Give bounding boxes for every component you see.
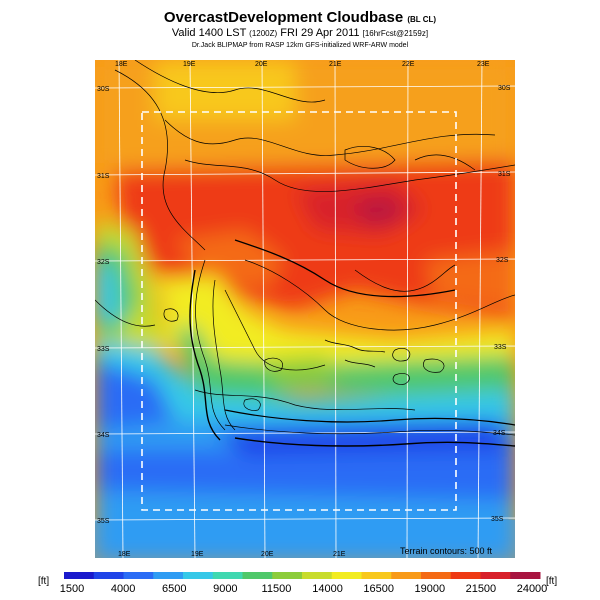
scale-swatches — [64, 572, 541, 579]
lon-label: 19E — [183, 61, 196, 68]
scale-swatch — [391, 572, 422, 579]
scale-tick-label: 14000 — [312, 583, 343, 595]
lon-labels-top: 18E 19E 20E 21E 22E 23E — [115, 61, 490, 68]
lon-label: 23E — [477, 61, 490, 68]
lat-label: 33S — [494, 344, 507, 351]
lon-label: 18E — [115, 61, 128, 68]
lon-label: 21E — [329, 61, 342, 68]
lat-label: 30S — [97, 86, 110, 93]
lat-label: 32S — [496, 257, 509, 264]
lat-label: 35S — [97, 518, 110, 525]
terrain-contour-note: Terrain contours: 500 ft — [400, 546, 493, 556]
scale-swatch — [331, 572, 362, 579]
scale-tick-label: 19000 — [414, 583, 445, 595]
scale-swatch — [64, 572, 95, 579]
scale-tick-label: 11500 — [262, 583, 292, 595]
lat-label: 31S — [97, 173, 110, 180]
scale-tick-label: 6500 — [162, 583, 186, 595]
lon-label: 20E — [261, 551, 274, 558]
terrain-contours — [95, 60, 515, 447]
scale-unit-right: [ft] — [546, 576, 557, 587]
scale-unit-left: [ft] — [38, 576, 49, 587]
credit-line: Dr.Jack BLIPMAP from RASP 12km GFS-initi… — [191, 42, 409, 49]
valid-time: Valid 1400 LST (1200Z) FRI 29 Apr 2011 [… — [0, 27, 600, 39]
scale-swatch — [510, 572, 541, 579]
scale-tick-label: 21500 — [466, 583, 497, 595]
inner-domain-boundary — [141, 111, 457, 511]
lat-label: 34S — [97, 432, 110, 439]
lon-labels-bottom: 18E 19E 20E 21E — [118, 551, 346, 558]
title-suffix: (BL CL) — [407, 15, 437, 24]
lat-labels-left: 30S 31S 32S 33S 34S 35S — [97, 86, 110, 525]
scale-ticks: 1500 4000 6500 9000 11500 14000 16500 19000 2150… — [60, 583, 548, 595]
valid-prefix: Valid 1400 LST — [171, 27, 247, 39]
lon-label: 21E — [333, 551, 346, 558]
color-field — [95, 60, 515, 558]
scale-swatch — [450, 572, 481, 579]
scale-swatch — [123, 572, 154, 579]
scale-tick-label: 1500 — [60, 583, 84, 595]
lon-label: 19E — [191, 551, 204, 558]
lon-label: 20E — [255, 61, 268, 68]
lon-label: 18E — [118, 551, 131, 558]
lat-label: 33S — [97, 346, 110, 353]
scale-tick-label: 4000 — [111, 583, 135, 595]
lat-label: 31S — [498, 171, 511, 178]
scale-swatch — [153, 572, 184, 579]
lon-label: 22E — [402, 61, 415, 68]
scale-swatch — [242, 572, 273, 579]
scale-swatch — [480, 572, 511, 579]
lat-label: 34S — [493, 430, 506, 437]
scale-swatch — [302, 572, 333, 579]
lat-labels-right: 30S 31S 32S 33S 34S 35S — [491, 85, 511, 523]
lat-label: 35S — [491, 516, 504, 523]
scale-swatch — [212, 572, 243, 579]
scale-tick-label: 16500 — [363, 583, 394, 595]
color-scale: [ft] [ft] 1500 4000 6500 9000 11500 14000 1650… — [38, 572, 557, 595]
scale-tick-label: 24000 — [517, 583, 548, 595]
scale-swatch — [93, 572, 124, 579]
valid-date: FRI 29 Apr 2011 — [280, 27, 360, 39]
scale-swatch — [272, 572, 303, 579]
graticule — [95, 60, 515, 558]
scale-tick-label: 9000 — [213, 583, 237, 595]
scale-swatch — [183, 572, 214, 579]
lat-label: 30S — [498, 85, 511, 92]
forecast-info: [16hrFcst@2159z] — [362, 29, 429, 38]
valid-utc: (1200Z) — [249, 29, 278, 38]
lat-label: 32S — [97, 259, 110, 266]
scale-swatch — [361, 572, 392, 579]
cloudbase-map: 18E 19E 20E 21E 22E 23E 18E 19E 20E 21E … — [95, 60, 515, 558]
title-text: OvercastDevelopment Cloudbase — [163, 9, 404, 26]
chart-title: OvercastDevelopment Cloudbase (BL CL) — [0, 9, 600, 26]
scale-swatch — [421, 572, 452, 579]
